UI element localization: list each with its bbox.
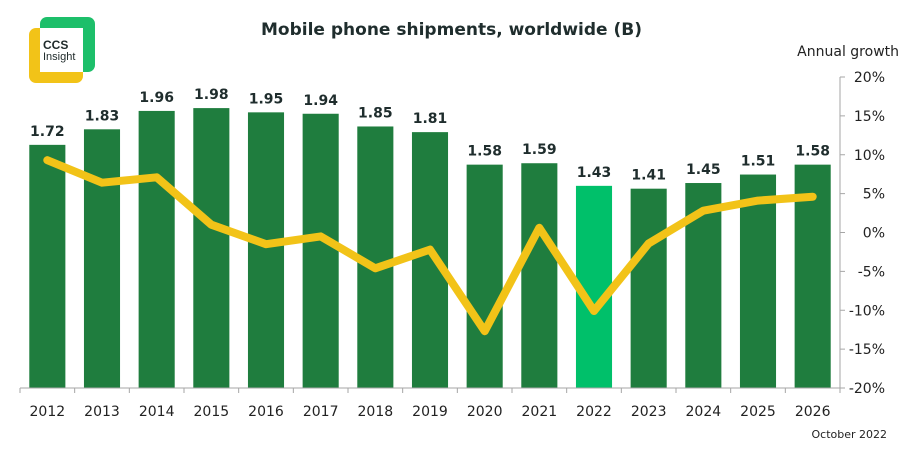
x-tick-label-2014: 2014: [139, 404, 175, 420]
right-tick-label: 15%: [854, 109, 885, 125]
bar-2021: [521, 163, 558, 388]
bar-label-2024: 1.45: [686, 162, 721, 178]
bar-label-2020: 1.58: [467, 144, 502, 160]
bar-data-labels: 1.72 1.83 1.96 1.98 1.95 1.94 1.85 1.81 1.58 1.59…: [30, 87, 830, 184]
x-tick-label-2023: 2023: [631, 404, 667, 420]
bar-label-2023: 1.41: [631, 168, 666, 184]
x-tick-label-2026: 2026: [795, 404, 831, 420]
x-tick-label-2022: 2022: [576, 404, 612, 420]
x-tick-label-2017: 2017: [303, 404, 339, 420]
bar-label-2018: 1.85: [358, 105, 393, 121]
x-tick-label-2018: 2018: [358, 404, 394, 420]
bar-2023: [630, 188, 667, 388]
right-tick-label: 10%: [854, 148, 885, 164]
growth-line-series: [43, 156, 817, 336]
right-tick-label: 5%: [863, 187, 885, 203]
logo-text-ccs: CCS: [43, 38, 69, 52]
x-tick-label-2021: 2021: [522, 404, 558, 420]
ccs-insight-logo: CCS Insight: [29, 17, 95, 83]
bar-2017: [302, 113, 339, 388]
bar-label-2022: 1.43: [577, 165, 612, 181]
bar-2013: [83, 129, 121, 388]
bar-label-2026: 1.58: [795, 144, 830, 160]
bar-label-2017: 1.94: [303, 93, 338, 109]
bar-label-2016: 1.95: [249, 91, 284, 107]
bar-2020: [466, 164, 503, 388]
bar-2012: [29, 144, 66, 388]
right-tick-label: -15%: [849, 342, 885, 358]
x-tick-label-2012: 2012: [30, 404, 66, 420]
bar-series: [29, 108, 831, 389]
x-tick-label-2015: 2015: [194, 404, 230, 420]
bar-2014: [138, 110, 175, 388]
right-tick-label: -5%: [858, 264, 885, 280]
footnote-date: October 2022: [811, 428, 887, 441]
bar-label-2025: 1.51: [741, 154, 776, 170]
right-axis-label: Annual growth: [797, 44, 899, 60]
x-tick-label-2019: 2019: [412, 404, 448, 420]
bar-2026: [794, 164, 831, 388]
bar-label-2021: 1.59: [522, 142, 557, 158]
right-tick-label: 20%: [854, 70, 885, 86]
right-tick-label: -10%: [849, 303, 885, 319]
chart-title: Mobile phone shipments, worldwide (B): [261, 20, 642, 40]
x-axis: 2012 2013 2014 2015 2016 2017 2018 2019 2020 2021…: [19, 387, 841, 420]
bar-label-2014: 1.96: [139, 90, 174, 106]
bar-label-2019: 1.81: [413, 111, 448, 127]
x-tick-label-2016: 2016: [248, 404, 284, 420]
bar-2016: [247, 112, 285, 388]
x-tick-label-2020: 2020: [467, 404, 503, 420]
logo-text-insight: Insight: [43, 51, 76, 63]
bar-2015: [193, 108, 230, 388]
bar-2025: [739, 174, 777, 388]
bar-2019: [411, 132, 449, 388]
bar-label-2015: 1.98: [194, 87, 229, 103]
right-tick-label: -20%: [849, 381, 885, 397]
logo-white-square: [40, 28, 83, 72]
bar-label-2012: 1.72: [30, 124, 65, 140]
x-tick-label-2025: 2025: [740, 404, 776, 420]
right-axis: 20% 15% 10% 5% 0% -5% -10% -15% -20%: [839, 70, 885, 397]
bar-label-2013: 1.83: [85, 108, 120, 124]
x-tick-label-2013: 2013: [84, 404, 120, 420]
x-tick-label-2024: 2024: [686, 404, 722, 420]
right-tick-label: 0%: [863, 226, 885, 242]
